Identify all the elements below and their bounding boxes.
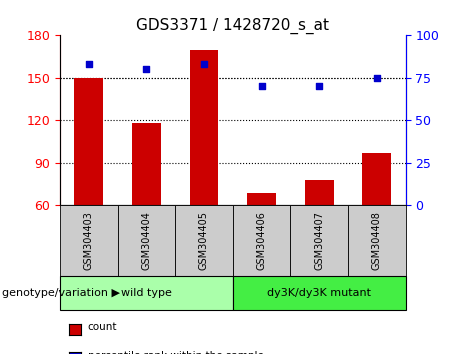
Text: genotype/variation ▶: genotype/variation ▶	[2, 288, 120, 298]
Point	[200, 62, 207, 67]
Bar	[247, 193, 276, 205]
Title: GDS3371 / 1428720_s_at: GDS3371 / 1428720_s_at	[136, 18, 329, 34]
Bar	[362, 153, 391, 205]
FancyBboxPatch shape	[175, 205, 233, 276]
Text: wild type: wild type	[121, 288, 172, 298]
Point	[315, 84, 323, 89]
Text: GSM304405: GSM304405	[199, 211, 209, 270]
Bar	[189, 50, 219, 205]
FancyBboxPatch shape	[233, 205, 290, 276]
Text: dy3K/dy3K mutant: dy3K/dy3K mutant	[267, 288, 371, 298]
FancyBboxPatch shape	[348, 205, 406, 276]
FancyBboxPatch shape	[118, 205, 175, 276]
FancyBboxPatch shape	[290, 205, 348, 276]
Text: GSM304404: GSM304404	[142, 211, 151, 270]
FancyBboxPatch shape	[60, 276, 233, 310]
Bar	[305, 180, 334, 205]
Text: GSM304407: GSM304407	[314, 211, 324, 270]
Point	[258, 84, 266, 89]
FancyBboxPatch shape	[233, 276, 406, 310]
Text: GSM304403: GSM304403	[84, 211, 94, 270]
Text: percentile rank within the sample: percentile rank within the sample	[88, 351, 264, 354]
Text: GSM304406: GSM304406	[257, 211, 266, 270]
FancyBboxPatch shape	[60, 205, 118, 276]
Point	[142, 67, 150, 72]
Point	[85, 62, 92, 67]
Text: count: count	[88, 322, 117, 332]
Bar	[132, 123, 161, 205]
Point	[373, 75, 381, 81]
Text: GSM304408: GSM304408	[372, 211, 382, 270]
Bar	[74, 78, 103, 205]
